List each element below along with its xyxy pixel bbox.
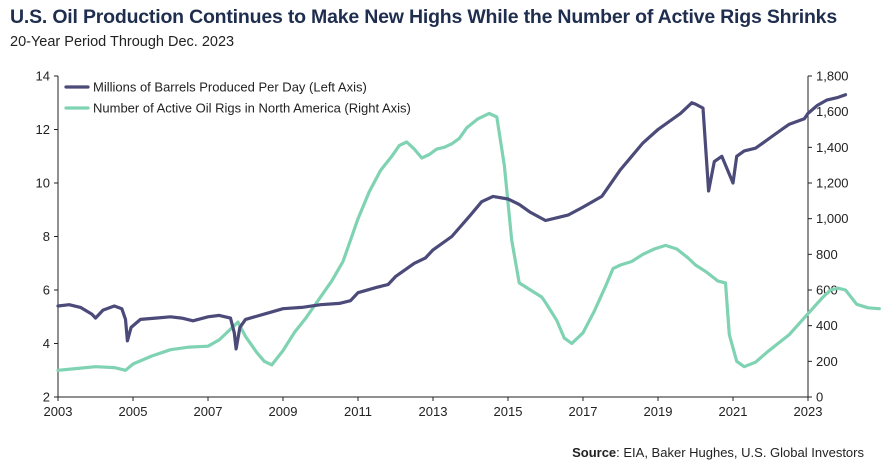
production-series-line: [56, 93, 848, 351]
x-tick-label: 2003: [44, 404, 73, 419]
series-layer: [56, 93, 881, 372]
y-right-tick-label: 1,000: [816, 211, 849, 226]
x-tick-label: 2011: [344, 404, 372, 419]
legend-label-production: Millions of Barrels Produced Per Day (Le…: [93, 80, 367, 95]
y-left-tick-label: 6: [43, 283, 50, 298]
y-right-tick-label: 1,200: [816, 176, 849, 191]
chart-title: U.S. Oil Production Continues to Make Ne…: [10, 6, 837, 28]
x-tick-label: 2005: [119, 404, 148, 419]
y-left-tick-label: 2: [43, 390, 50, 405]
legend-label-rigs: Number of Active Oil Rigs in North Ameri…: [93, 101, 411, 116]
y-right-tick-label: 200: [816, 354, 838, 369]
x-tick-label: 2017: [569, 404, 598, 419]
source-label: Source: [572, 445, 617, 460]
chart-axes: 2 4 6 8 10 12 14 0 200 400 600 800 1,000 1,200 1,400 1,…: [36, 69, 849, 420]
y-left-tick-label: 14: [36, 69, 50, 84]
chart-legend: Millions of Barrels Produced Per Day (Le…: [64, 80, 411, 116]
x-tick-label: 2023: [794, 404, 823, 419]
y-right-tick-label: 0: [816, 390, 823, 405]
x-tick-label: 2015: [494, 404, 523, 419]
y-right-tick-label: 600: [816, 283, 838, 298]
y-right-tick-label: 800: [816, 247, 838, 262]
x-tick-label: 2009: [269, 404, 298, 419]
y-right-tick-label: 1,600: [816, 104, 849, 119]
y-left-tick-label: 10: [36, 176, 50, 191]
x-tick-label: 2013: [419, 404, 448, 419]
x-tick-label: 2021: [719, 404, 748, 419]
y-right-tick-label: 1,400: [816, 140, 849, 155]
y-left-tick-label: 4: [43, 336, 50, 351]
source-note: Source: EIA, Baker Hughes, U.S. Global I…: [572, 445, 864, 460]
y-left-tick-label: 8: [43, 229, 50, 244]
x-tick-label: 2019: [644, 404, 673, 419]
rigs-series-line: [56, 111, 881, 372]
y-left-tick-label: 12: [36, 122, 50, 137]
chart-subtitle: 20-Year Period Through Dec. 2023: [10, 34, 235, 50]
source-text: : EIA, Baker Hughes, U.S. Global Investo…: [616, 445, 864, 460]
y-right-tick-label: 400: [816, 318, 838, 333]
x-tick-label: 2007: [194, 404, 223, 419]
y-right-tick-label: 1,800: [816, 69, 849, 84]
